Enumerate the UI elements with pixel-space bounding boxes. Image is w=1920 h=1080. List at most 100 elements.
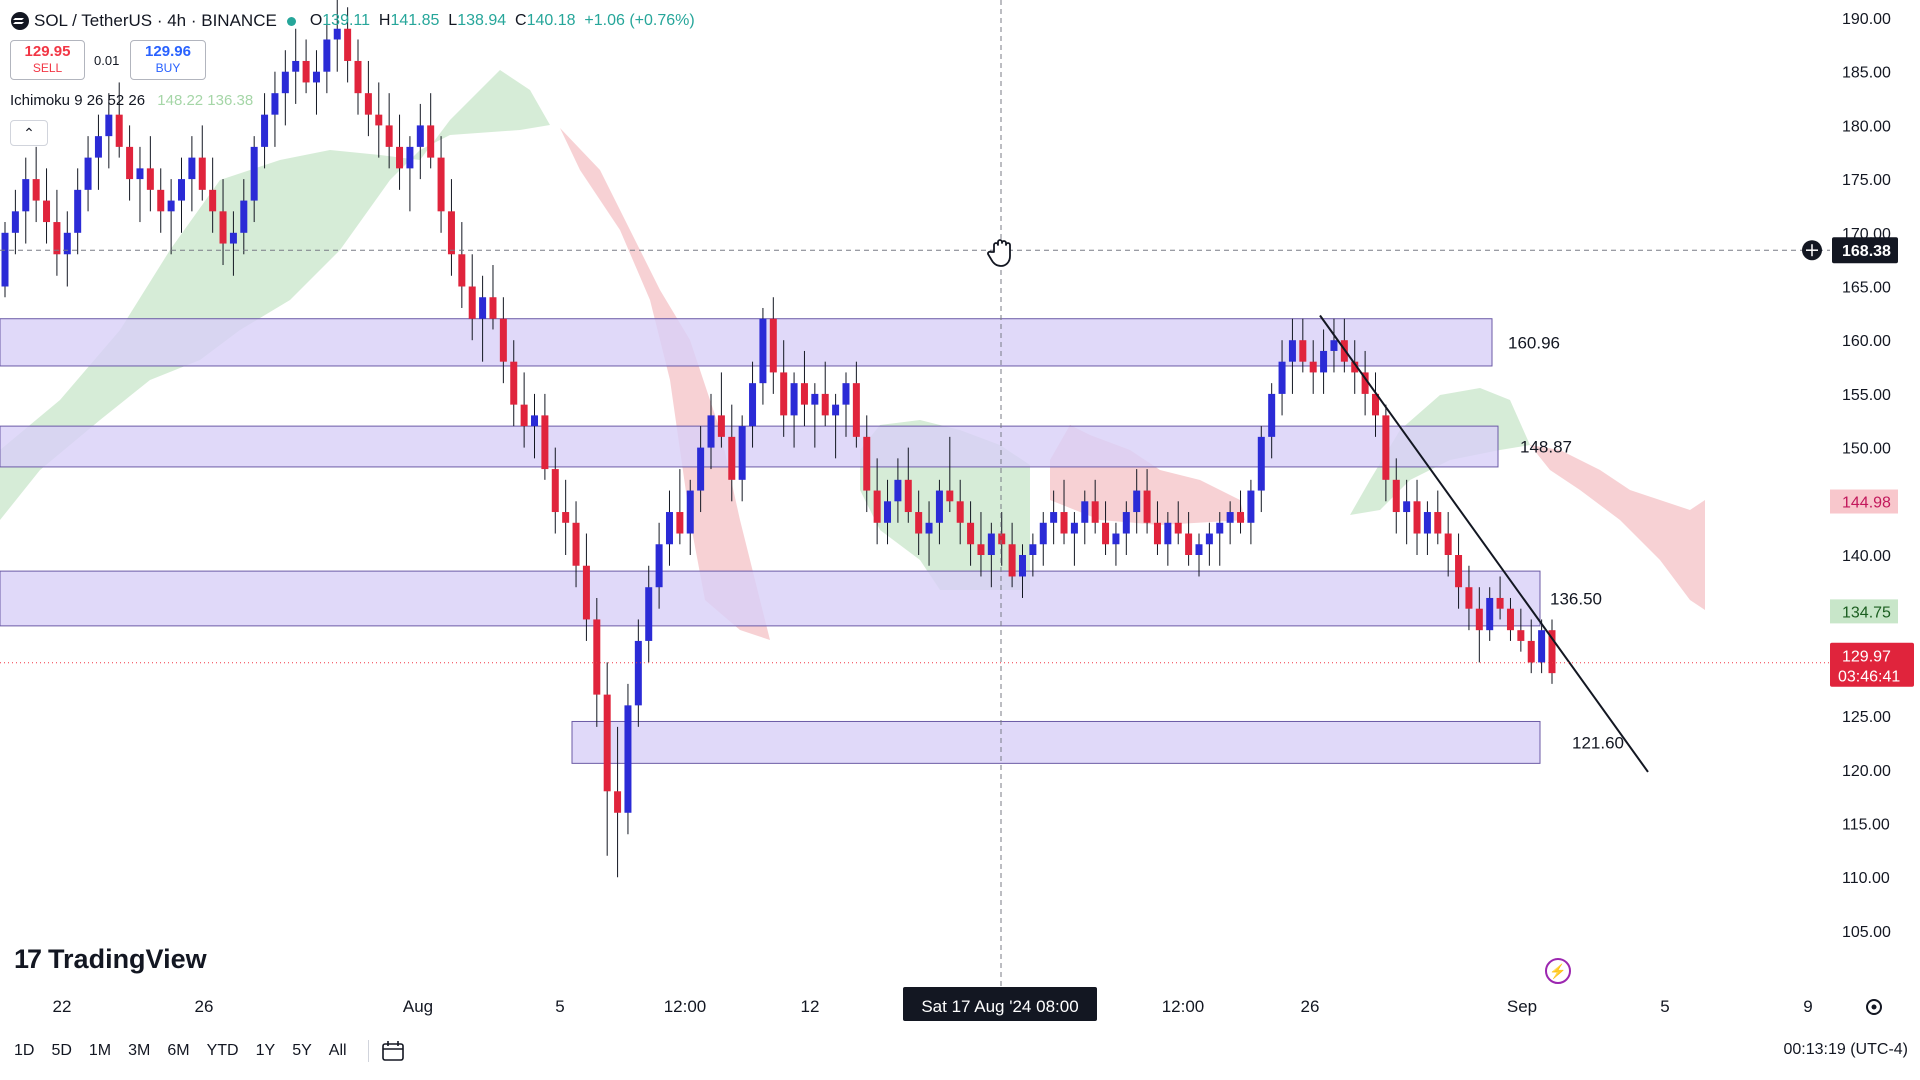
candle-body (572, 522, 580, 566)
zone-3[interactable] (571, 720, 1541, 764)
candle-body (614, 791, 622, 813)
candle-body (1070, 522, 1078, 534)
candle-body (146, 168, 154, 190)
timezone-clock[interactable]: 00:13:19 (UTC-4) (1783, 1041, 1909, 1058)
candle-body (53, 222, 61, 255)
candle-body (1205, 533, 1213, 545)
candle-body (344, 28, 352, 61)
candle-body (821, 393, 829, 416)
price-tick-label: 165.00 (1842, 280, 1891, 297)
candle-body (1496, 597, 1504, 609)
candle-body (94, 136, 102, 158)
candle-body (375, 114, 383, 126)
candle-body (863, 436, 871, 491)
candle-body (1257, 436, 1265, 491)
candlesticks (1, 0, 1556, 878)
range-1y[interactable]: 1Y (255, 1042, 276, 1059)
price-tick-label: 105.00 (1842, 924, 1891, 941)
calendar-icon[interactable] (381, 1040, 405, 1062)
price-tick-label: 175.00 (1842, 172, 1891, 189)
crosshair-time-label: Sat 17 Aug '24 08:00 (921, 997, 1078, 1016)
gear-icon-center (1871, 1004, 1877, 1010)
candle-body (1392, 479, 1400, 513)
candle-body (686, 490, 694, 534)
candle-body (1060, 512, 1068, 534)
ichimoku-green-label: 134.75 (1842, 604, 1891, 621)
candle-body (1216, 522, 1224, 534)
range-ytd[interactable]: YTD (206, 1042, 239, 1059)
candle-body (271, 93, 279, 115)
trendline-segment[interactable] (1319, 314, 1649, 773)
lightning-icon[interactable]: ⚡ (1545, 958, 1571, 984)
chevron-up-icon: ⌃ (23, 124, 35, 141)
time-tick-label: 5 (555, 997, 564, 1016)
candle-body (894, 479, 902, 502)
candle-body (873, 490, 881, 523)
candle-body (967, 522, 975, 545)
candle-body (1081, 501, 1089, 523)
candle-body (1174, 522, 1182, 534)
price-tick-label: 180.00 (1842, 118, 1891, 135)
candle-body (427, 125, 435, 158)
candle-body (655, 544, 663, 588)
sell-label: SELL (32, 61, 63, 75)
zone-1[interactable] (0, 425, 1499, 468)
time-tick-label: Sep (1507, 997, 1537, 1016)
candle-body (281, 71, 289, 94)
range-5y[interactable]: 5Y (292, 1042, 312, 1059)
candle-body (811, 393, 819, 405)
zone-label-3: 121.60 (1572, 733, 1624, 752)
candle-body (1018, 555, 1026, 577)
candle-body (63, 232, 71, 255)
indicator-legend[interactable]: Ichimoku 9 26 52 26 148.22 136.38 (10, 92, 253, 109)
range-1d[interactable]: 1D (14, 1042, 35, 1059)
tradingview-logo[interactable]: 17 TradingView (14, 944, 207, 975)
collapse-legend-button[interactable]: ⌃ (10, 120, 48, 146)
candle-body (1133, 490, 1141, 513)
candle-body (1299, 340, 1307, 362)
trendline[interactable] (1319, 314, 1649, 773)
sell-button[interactable]: 129.95 SELL (10, 40, 85, 80)
range-1m[interactable]: 1M (88, 1042, 112, 1059)
crosshair-time-tag (903, 987, 1097, 1021)
zone-0[interactable] (0, 318, 1493, 367)
candle-body (385, 125, 393, 147)
indicator-values: 148.22 136.38 (157, 92, 254, 109)
candle-body (749, 383, 757, 427)
candle-body (904, 479, 912, 513)
candle-body (499, 318, 507, 362)
candle-body (136, 168, 144, 180)
gear-icon[interactable] (1866, 999, 1882, 1015)
solana-icon (11, 12, 29, 30)
candle-body (582, 565, 590, 620)
symbol-title[interactable]: SOL / TetherUS · 4h · BINANCE (34, 11, 277, 30)
candle-body (167, 200, 175, 212)
candle-body (1517, 630, 1525, 641)
candle-body (198, 157, 206, 190)
crosshair-price-tag (1832, 237, 1898, 264)
candle-body (1423, 512, 1431, 534)
candle-body (1008, 544, 1016, 577)
candle-body (665, 512, 673, 545)
range-3m[interactable]: 3M (128, 1042, 151, 1059)
indicator-name: Ichimoku 9 26 52 26 (10, 92, 146, 109)
range-6m[interactable]: 6M (167, 1042, 190, 1059)
range-5d[interactable]: 5D (51, 1042, 72, 1059)
buy-button[interactable]: 129.96 BUY (130, 40, 206, 80)
candle-body (1361, 372, 1369, 394)
zone-2[interactable] (0, 570, 1541, 627)
candle-body (1102, 522, 1110, 545)
candle-body (759, 318, 767, 384)
time-tick-label: 9 (1803, 997, 1812, 1016)
candle-body (769, 318, 777, 373)
candle-body (219, 211, 227, 244)
price-axis[interactable]: 190.00185.00180.00175.00170.00165.00160.… (1802, 11, 1914, 941)
buy-label: BUY (155, 61, 181, 75)
low-value: 138.94 (457, 12, 507, 29)
candle-body (1444, 533, 1452, 555)
candle-body (1465, 587, 1473, 609)
time-axis[interactable]: 22 26 Aug 5 12:00 12 12:00 26 Sep 5 9 Sat 17 Aug '2… (53, 987, 1882, 1021)
range-all[interactable]: All (328, 1042, 347, 1059)
candle-body (884, 501, 892, 523)
